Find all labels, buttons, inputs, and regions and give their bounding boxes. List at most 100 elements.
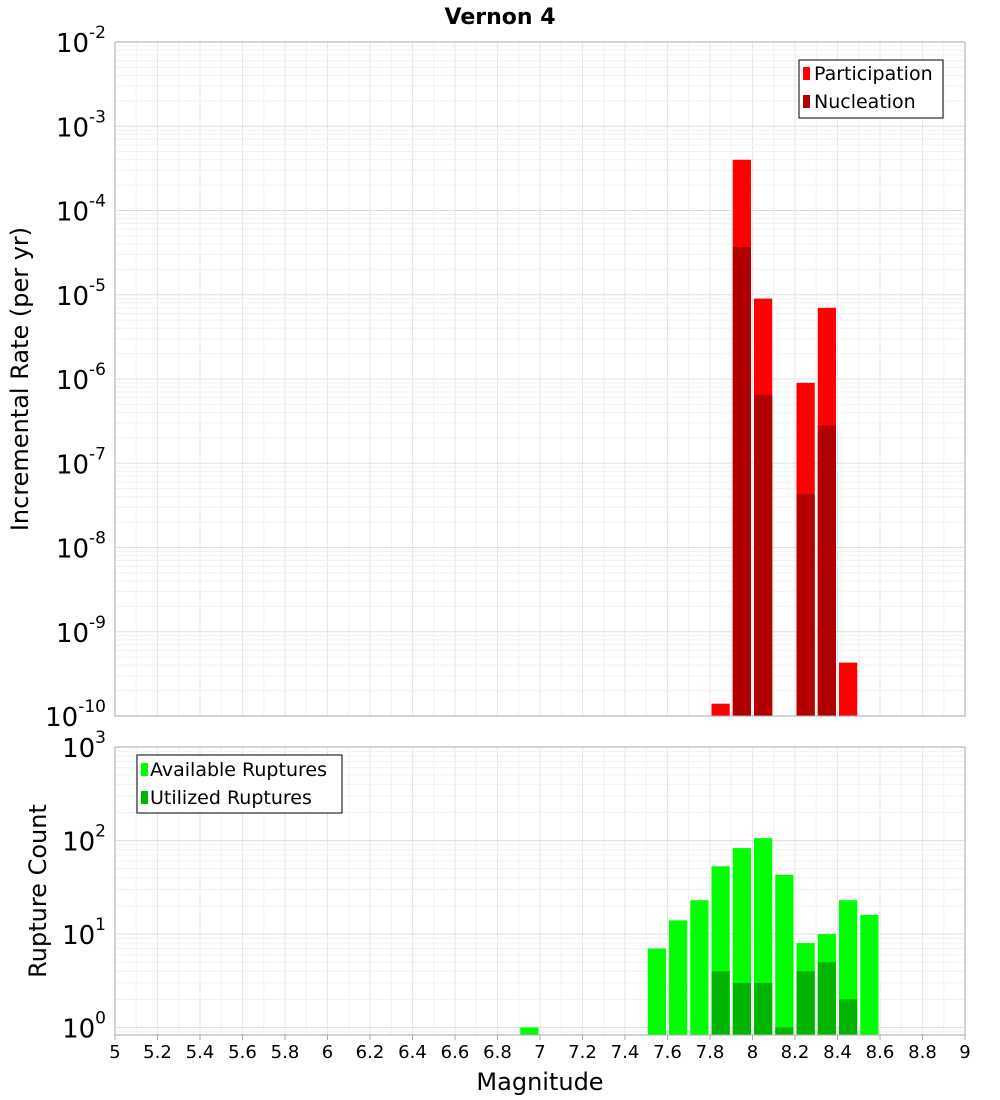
chart-title: Vernon 4 (445, 5, 556, 30)
bar-utilized-ruptures (775, 1027, 794, 1035)
y-tick-label: 10 -2 (56, 23, 106, 59)
y-tick-base: 10 (56, 450, 89, 480)
y-tick-exponent: 1 (95, 915, 106, 935)
legend-swatch-nucleation (803, 95, 810, 108)
y-tick-base: 10 (56, 282, 89, 312)
x-tick-label: 7.2 (568, 1042, 597, 1063)
y-tick-exponent: -9 (89, 613, 106, 633)
x-tick-label: 8.6 (866, 1042, 895, 1063)
y-tick-exponent: -7 (89, 444, 106, 464)
x-tick-label: 9 (959, 1042, 970, 1063)
y-tick-exponent: -2 (89, 23, 106, 43)
x-tick-label: 8.8 (908, 1042, 937, 1063)
legend-swatch-available (141, 763, 148, 776)
rate-panel-y-axis-label: Incremental Rate (per yr) (6, 227, 34, 531)
x-tick-label: 5.6 (228, 1042, 257, 1063)
rate-panel-bars (711, 159, 858, 717)
x-tick-label: 8.2 (781, 1042, 810, 1063)
rate-panel-y-ticks: 10-210-310-410-510-610-710-810-910-10 (45, 23, 106, 733)
y-tick-base: 10 (45, 703, 78, 733)
y-tick-label: 10 -9 (56, 613, 106, 649)
bar-utilized-ruptures (732, 982, 751, 1035)
rate-panel-legend: Participation Nucleation (798, 59, 944, 119)
y-tick-exponent: -4 (89, 192, 106, 212)
y-tick-exponent: 0 (95, 1009, 106, 1029)
y-tick-label: 10 -7 (56, 444, 106, 480)
bar-utilized-ruptures (817, 962, 836, 1035)
y-tick-label: 10 1 (62, 915, 106, 951)
bar-available-ruptures (520, 1027, 539, 1035)
rate-panel-frame (114, 41, 966, 717)
x-tick-label: 5 (109, 1042, 120, 1063)
bar-available-ruptures (690, 900, 709, 1035)
bar-participation (839, 662, 858, 716)
y-tick-label: 10 2 (62, 822, 106, 858)
y-tick-base: 10 (56, 113, 89, 143)
count-panel-legend: Available Ruptures Utilized Ruptures (136, 754, 343, 814)
y-tick-base: 10 (56, 198, 89, 228)
bar-nucleation (817, 425, 836, 716)
y-tick-base: 10 (56, 29, 89, 59)
legend-label-nucleation: Nucleation (814, 91, 916, 113)
y-tick-label: 10 -3 (56, 107, 106, 143)
legend-label-participation: Participation (814, 63, 933, 85)
x-tick-label: 6 (322, 1042, 333, 1063)
y-tick-exponent: -10 (78, 697, 106, 717)
y-tick-exponent: -8 (89, 529, 106, 549)
y-tick-label: 10 -4 (56, 192, 106, 228)
x-tick-label: 6.8 (483, 1042, 512, 1063)
rate-legend-box (798, 59, 944, 119)
x-tick-label: 8.4 (823, 1042, 852, 1063)
legend-swatch-utilized (141, 791, 148, 804)
y-tick-exponent: -6 (89, 360, 106, 380)
count-legend-box (136, 754, 343, 814)
bar-utilized-ruptures (796, 971, 815, 1035)
x-tick-label: 7.4 (611, 1042, 640, 1063)
bar-nucleation (796, 494, 815, 716)
y-tick-exponent: -3 (89, 107, 106, 127)
bar-participation (711, 703, 730, 716)
x-tick-label: 5.4 (186, 1042, 215, 1063)
x-tick-label: 6.2 (356, 1042, 385, 1063)
x-tick-label: 7.8 (696, 1042, 725, 1063)
y-tick-label: 10 -6 (56, 360, 106, 396)
y-tick-label: 10 -10 (45, 697, 106, 733)
x-tick-label: 8 (747, 1042, 758, 1063)
bar-available-ruptures (647, 948, 666, 1035)
y-tick-label: 10 3 (62, 728, 106, 764)
y-tick-label: 10 0 (62, 1009, 106, 1045)
y-tick-base: 10 (62, 921, 95, 951)
y-tick-base: 10 (62, 828, 95, 858)
y-tick-base: 10 (56, 366, 89, 396)
x-tick-label: 7 (534, 1042, 545, 1063)
bar-nucleation (732, 246, 751, 716)
x-tick-label: 7.6 (653, 1042, 682, 1063)
y-tick-label: 10 -5 (56, 276, 106, 312)
y-tick-exponent: 3 (95, 728, 106, 748)
count-panel-bars (520, 838, 879, 1035)
rate-panel: 10-210-310-410-510-610-710-810-910-10 In… (6, 23, 966, 733)
y-tick-base: 10 (62, 1015, 95, 1045)
y-tick-base: 10 (62, 734, 95, 764)
y-tick-base: 10 (56, 619, 89, 649)
bar-available-ruptures (860, 914, 879, 1035)
y-tick-label: 10 -8 (56, 529, 106, 565)
x-tick-label: 6.4 (398, 1042, 427, 1063)
x-axis-ticks: 5 5.2 5.4 5.6 5.8 6 6.2 6.4 6.6 6.8 7 7.2 7.4 7.6 7.8 8… (109, 1035, 971, 1063)
legend-label-available: Available Ruptures (150, 759, 327, 781)
x-axis-label: Magnitude (476, 1068, 603, 1096)
bar-utilized-ruptures (839, 999, 858, 1035)
count-panel-y-axis-label: Rupture Count (24, 804, 52, 978)
legend-swatch-participation (803, 67, 810, 80)
x-tick-label: 6.6 (441, 1042, 470, 1063)
legend-label-utilized: Utilized Ruptures (150, 787, 312, 809)
bar-utilized-ruptures (711, 971, 730, 1035)
bar-utilized-ruptures (754, 982, 773, 1035)
bar-available-ruptures (669, 920, 688, 1035)
y-tick-exponent: -5 (89, 276, 106, 296)
bar-available-ruptures (775, 874, 794, 1035)
bar-nucleation (754, 394, 773, 716)
